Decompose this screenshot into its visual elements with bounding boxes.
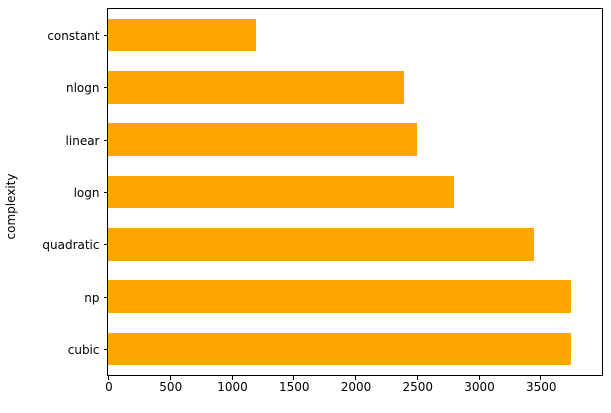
bar xyxy=(108,227,535,261)
x-tick: 0 xyxy=(105,375,113,393)
x-tick-label: 2500 xyxy=(402,380,434,394)
y-axis-label: complexity xyxy=(4,173,18,240)
y-tick-label: cubic xyxy=(67,342,100,357)
bar xyxy=(108,175,454,209)
x-tick: 3000 xyxy=(464,375,495,393)
bar xyxy=(108,280,572,313)
x-tick-label: 0 xyxy=(105,380,113,394)
x-tick-label: 500 xyxy=(159,380,183,394)
y-tick-label: nlogn xyxy=(65,81,100,96)
y-tick: logn xyxy=(74,187,108,199)
y-tick: cubic xyxy=(68,344,108,356)
x-tick: 500 xyxy=(159,375,182,393)
plot-area: constant nlogn linear logn quadratic np cubic 0… xyxy=(42,8,603,393)
x-tick: 2500 xyxy=(402,375,433,393)
y-tick-label: linear xyxy=(65,133,100,148)
bar xyxy=(108,123,417,157)
x-tick: 1500 xyxy=(279,375,310,393)
x-tick: 3500 xyxy=(526,375,557,393)
y-tick: constant xyxy=(47,30,108,42)
x-tick-label: 2000 xyxy=(340,380,372,394)
bar xyxy=(108,332,572,366)
y-tick: nlogn xyxy=(66,82,108,94)
x-tick-label: 1500 xyxy=(278,380,310,394)
y-tick: linear xyxy=(66,135,108,147)
x-tick-label: 3500 xyxy=(525,380,557,394)
y-tick-label: quadratic xyxy=(42,238,100,253)
x-tick-label: 3000 xyxy=(464,380,495,394)
x-tick: 2000 xyxy=(341,375,371,393)
bar xyxy=(108,18,257,52)
y-tick-label: np xyxy=(84,290,100,305)
bars-group xyxy=(108,9,602,375)
y-tick-label: constant xyxy=(47,29,100,44)
y-tick: quadratic xyxy=(42,239,108,251)
x-tick-label: 1000 xyxy=(217,380,248,394)
x-tick: 1000 xyxy=(217,375,248,393)
y-tick: np xyxy=(84,292,108,304)
bar xyxy=(108,71,405,104)
y-tick-label: logn xyxy=(73,186,100,200)
